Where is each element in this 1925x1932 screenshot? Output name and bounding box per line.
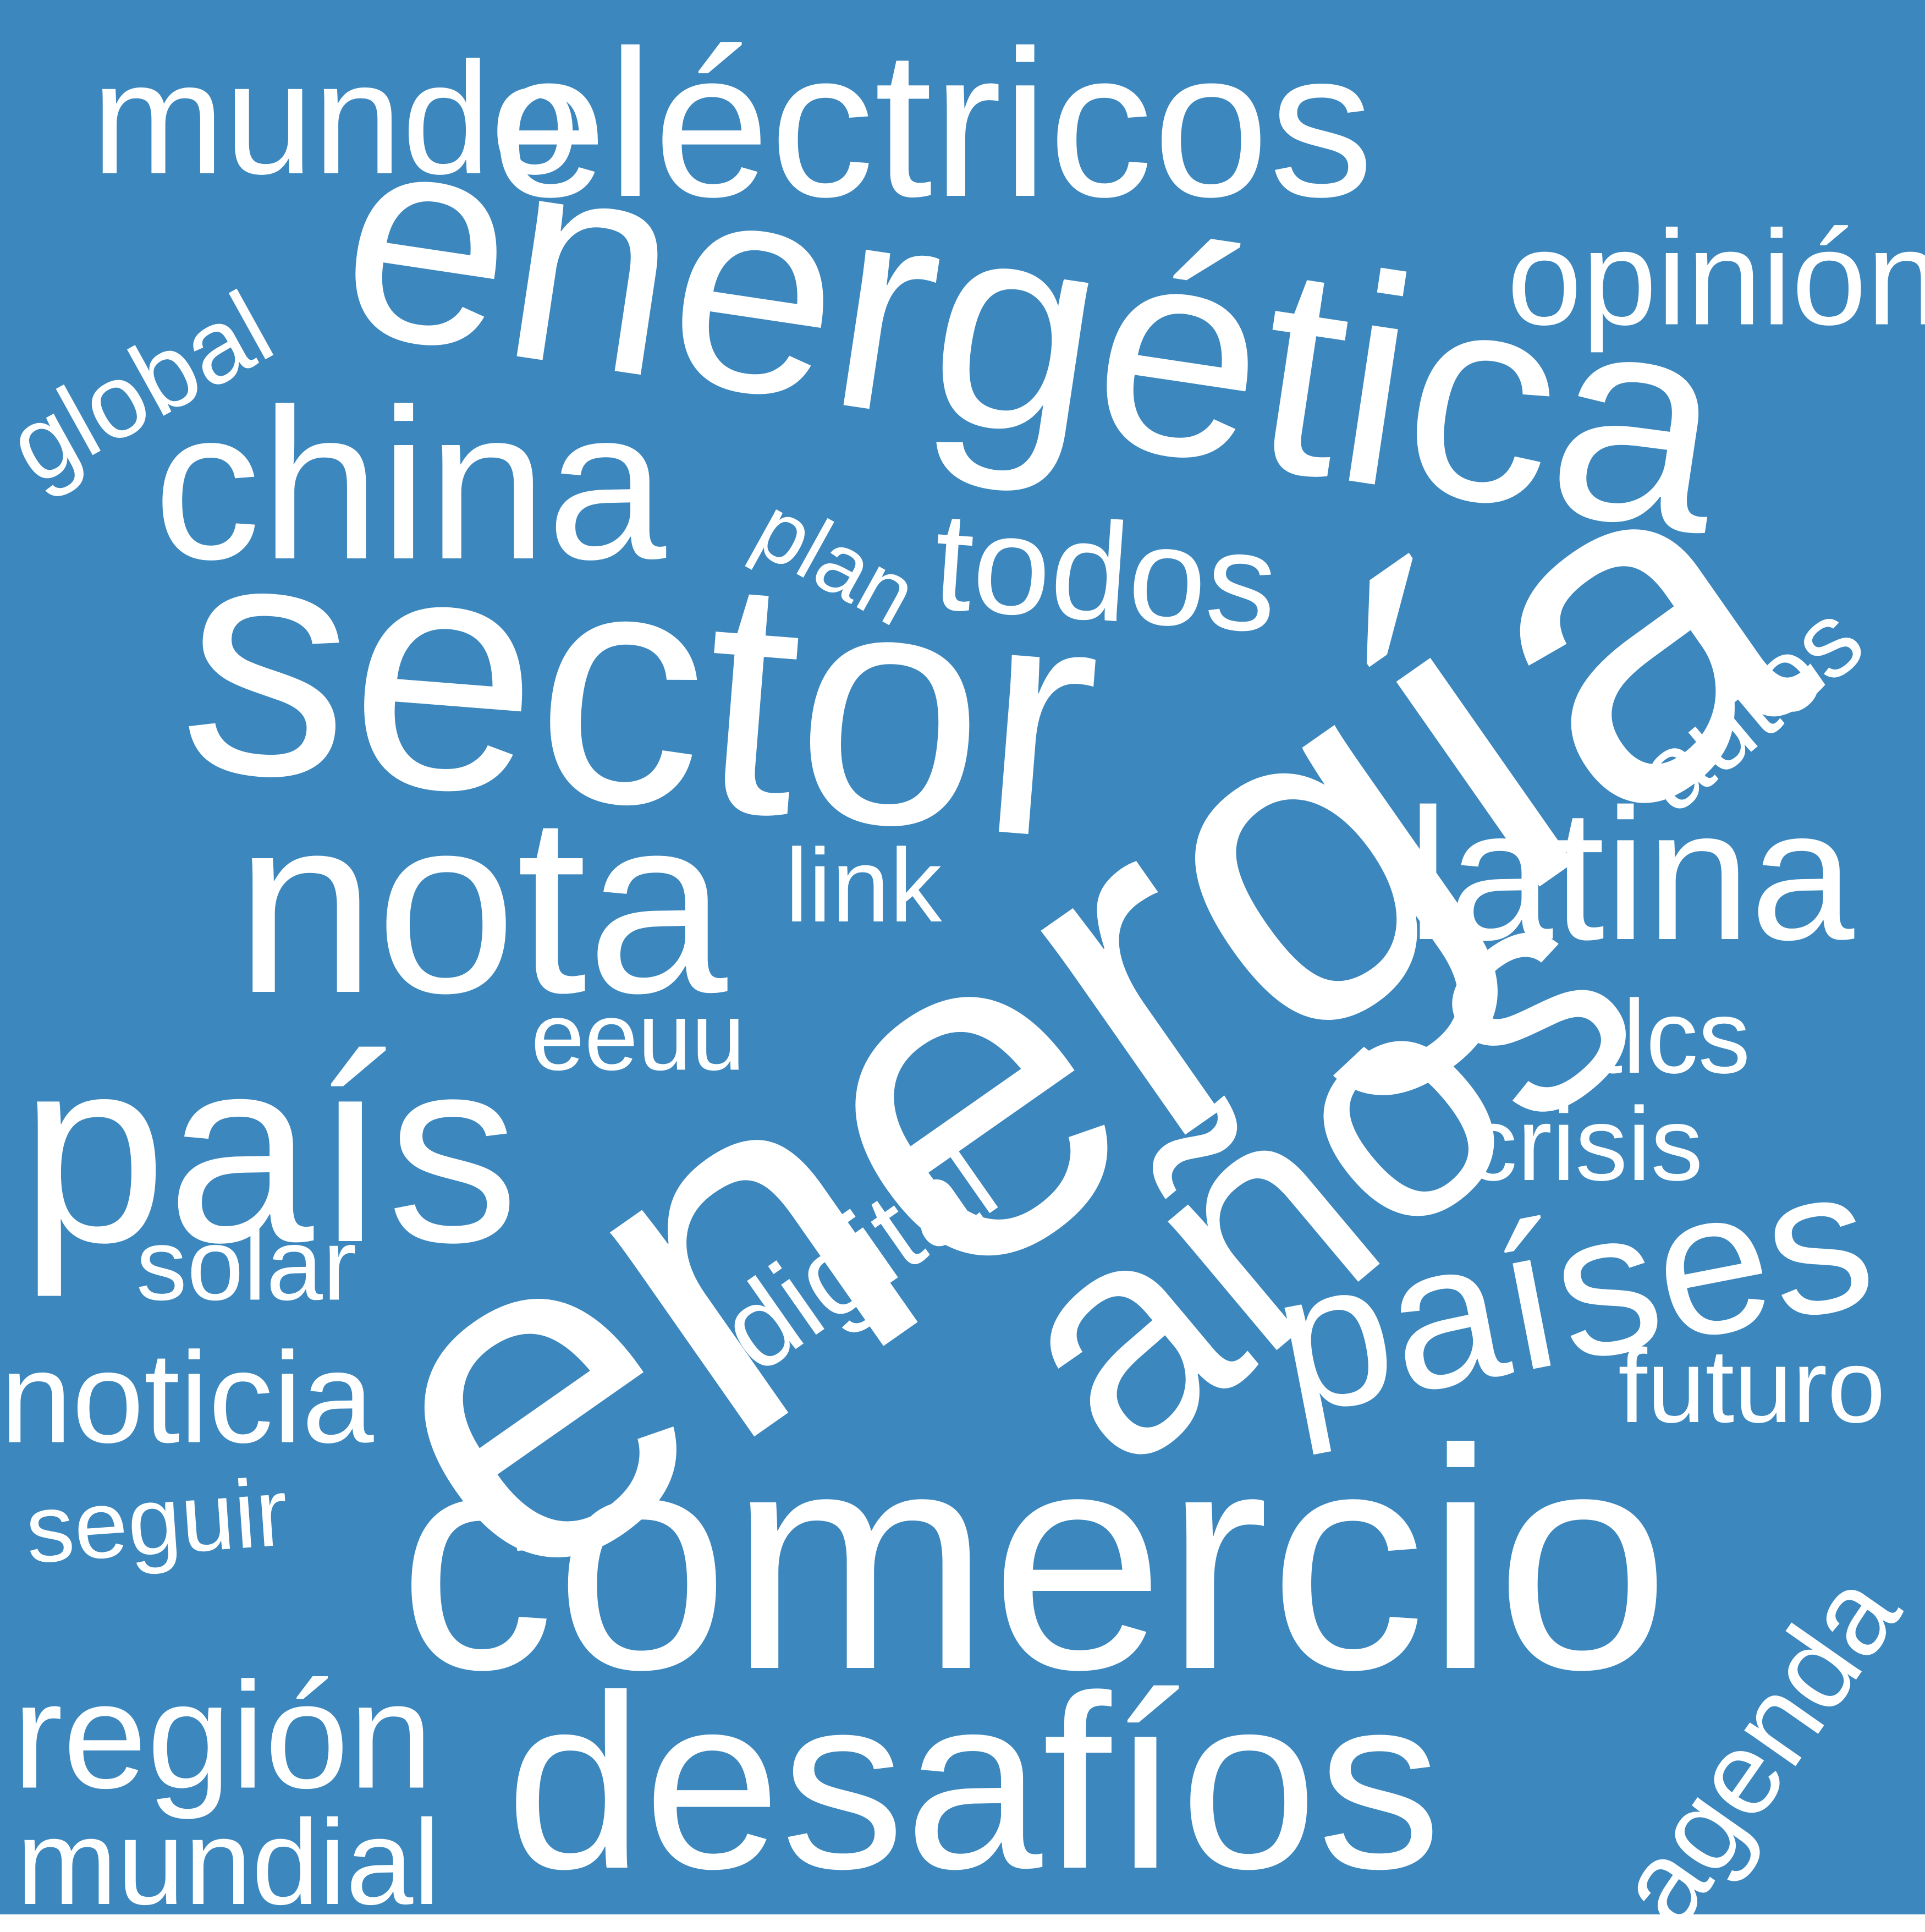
word-futuro: futuro [1618, 1328, 1885, 1445]
word-electricos: eléctricos [491, 7, 1374, 240]
word-desafios: desafíos [505, 1644, 1442, 1914]
word-region: región [12, 1651, 433, 1820]
word-crisis: crisis [1465, 1086, 1703, 1203]
word-solar: solar [136, 1208, 357, 1322]
word-opinion: opinión [1506, 202, 1925, 353]
word-comercio: comercio [398, 1384, 1670, 1735]
word-noticia: noticia [0, 1325, 374, 1470]
word-latina: latina [1407, 770, 1855, 979]
word-nota: nota [235, 764, 728, 1046]
word-seguir: seguir [22, 1458, 292, 1584]
word-mundial: mundial [16, 1794, 441, 1914]
word-mundo: mundo [91, 29, 580, 207]
word-link: link [785, 827, 942, 944]
word-eeuu: eeuu [531, 983, 745, 1091]
word-pais: país [20, 1002, 519, 1297]
word-tlcs: tlcs [1593, 979, 1751, 1095]
word-china: china [153, 364, 667, 604]
